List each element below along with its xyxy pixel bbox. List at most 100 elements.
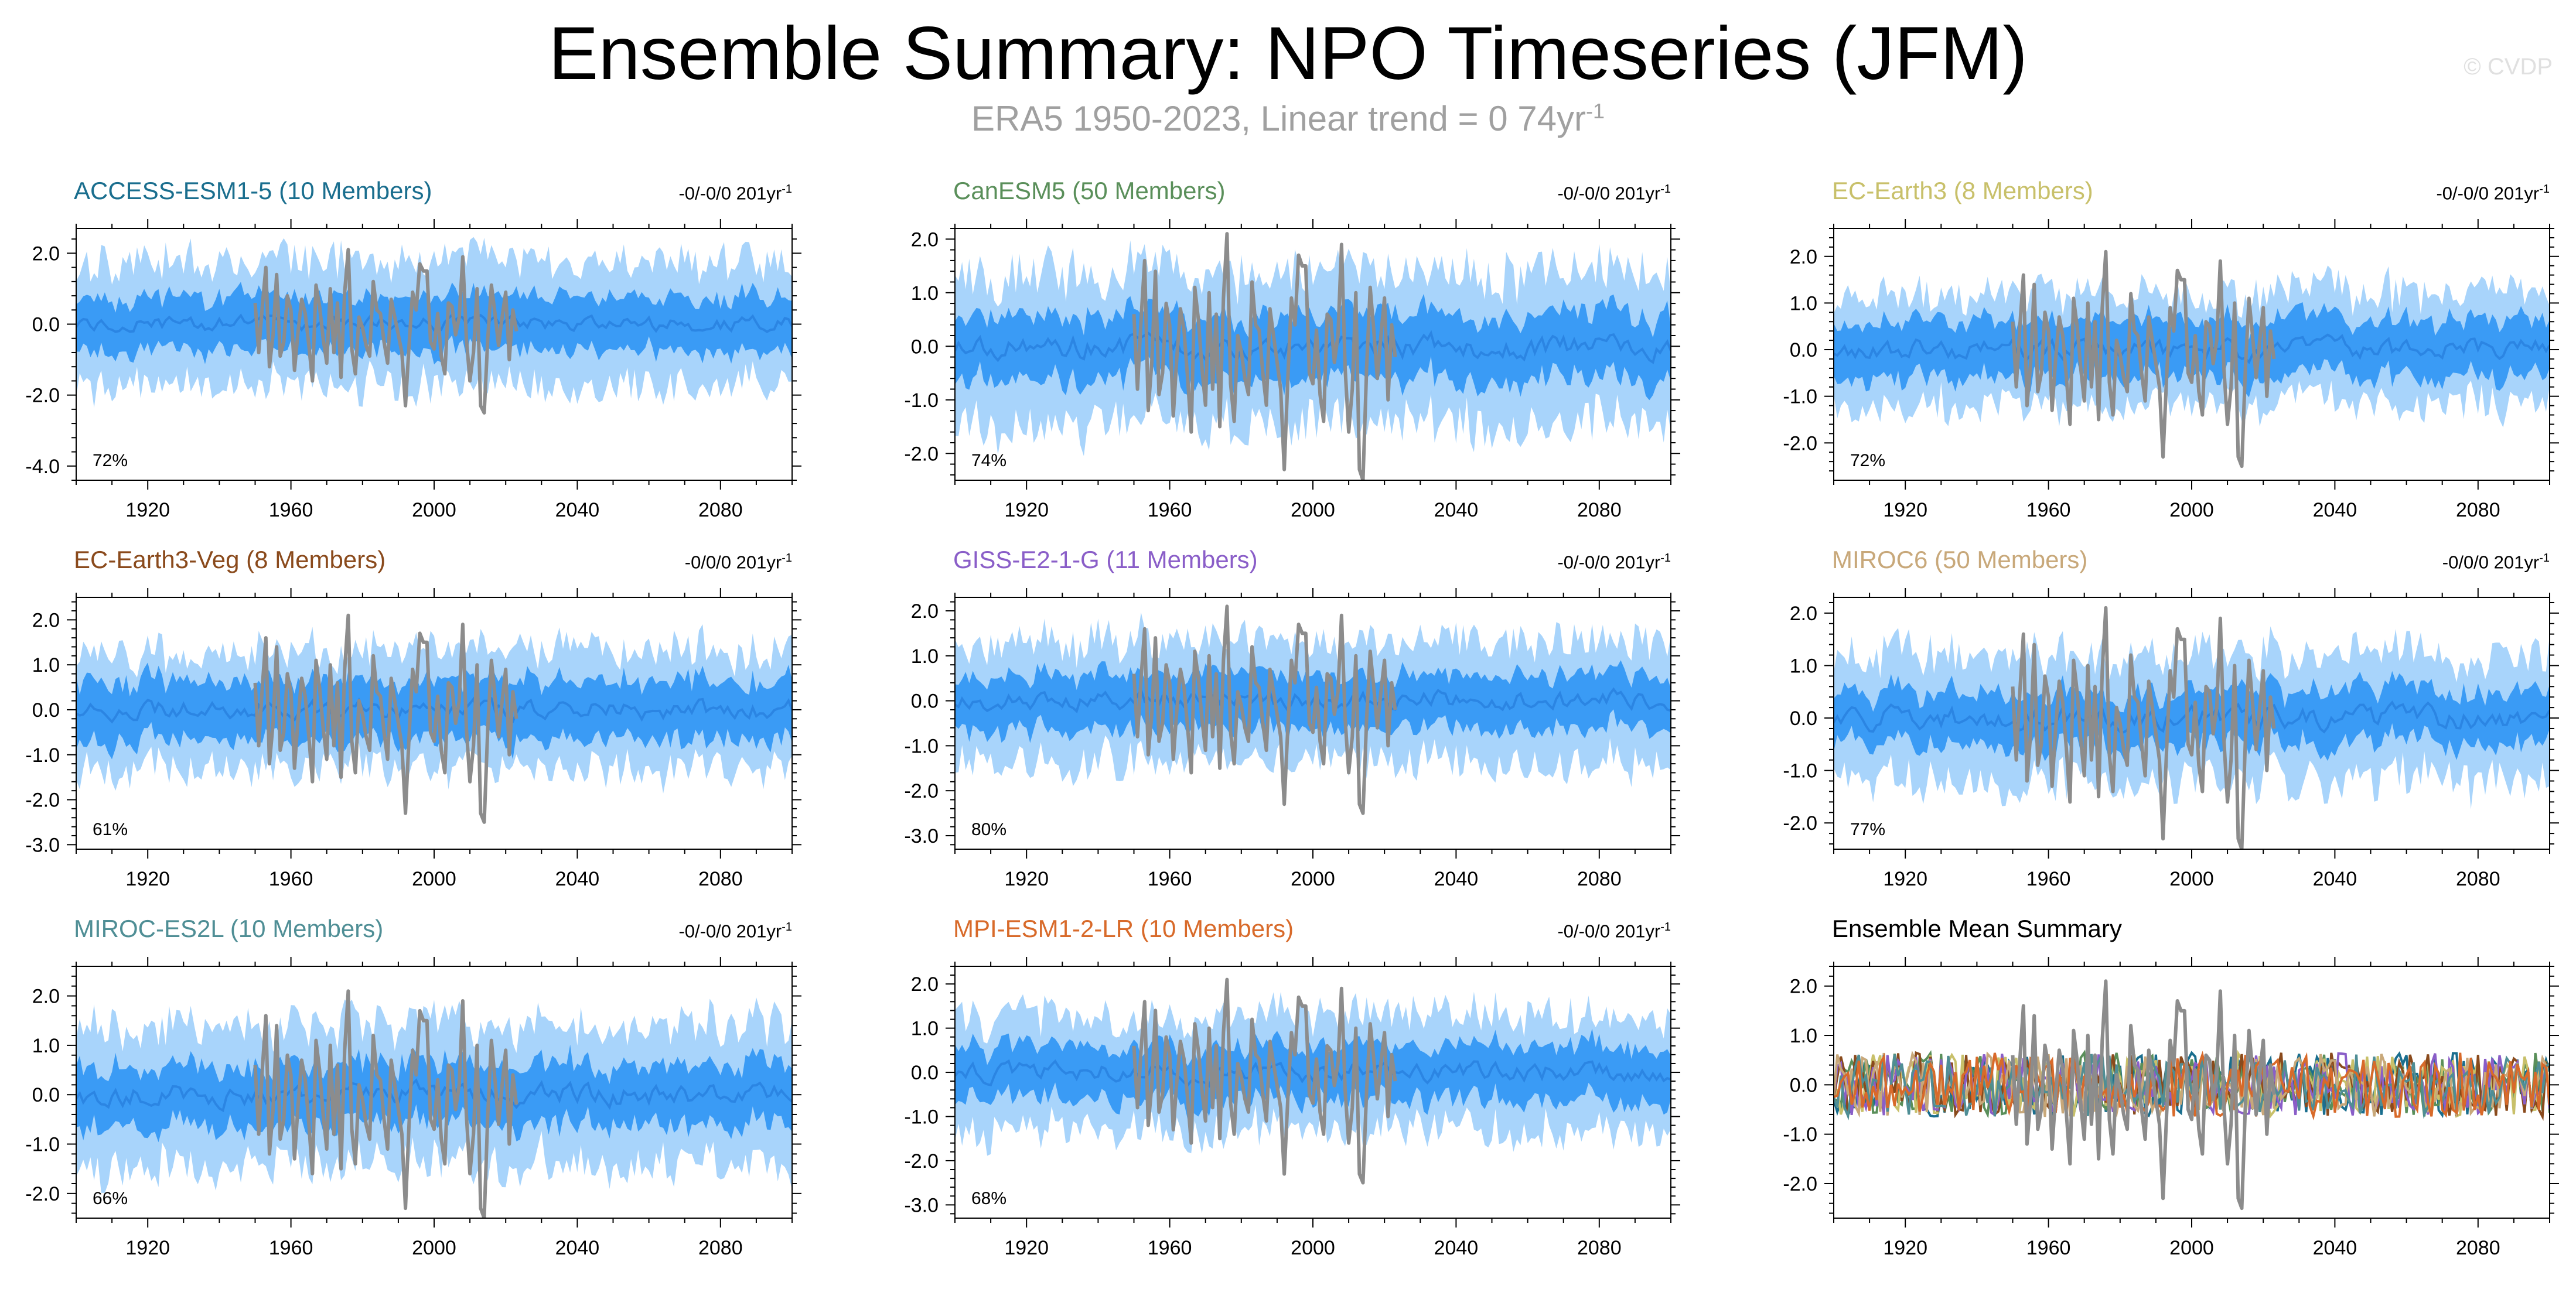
percent-label: 74% xyxy=(971,451,1006,470)
x-tick-label: 2080 xyxy=(1577,1237,1622,1259)
y-tick-label: 1.0 xyxy=(32,1035,60,1057)
x-tick-label: 2040 xyxy=(555,1237,600,1259)
panel-trend-label: -0/-0/0 201yr-1 xyxy=(558,921,792,942)
x-tick-label: 1960 xyxy=(1148,1237,1192,1259)
x-tick-label: 2040 xyxy=(1434,1237,1479,1259)
percent-label: 72% xyxy=(93,451,128,470)
y-tick-label: -1.0 xyxy=(904,735,939,757)
plot-area xyxy=(955,604,1671,815)
plot-area xyxy=(1834,606,2550,849)
percent-label: 80% xyxy=(971,820,1006,839)
y-tick-label: -3.0 xyxy=(904,825,939,847)
x-tick-label: 1920 xyxy=(125,1237,170,1259)
y-tick-label: 0.0 xyxy=(1790,707,1817,730)
y-tick-label: -1.0 xyxy=(25,1134,60,1156)
plot-area xyxy=(76,237,792,415)
percent-label: 61% xyxy=(93,820,128,839)
panel-title: EC-Earth3-Veg (8 Members) xyxy=(74,546,386,573)
panel-7: 1920 1960 2000 2040 2080 2.0 1.0 0.0 -1.0 -2.0 66% xyxy=(25,957,801,1259)
ensemble-mean-line xyxy=(76,1078,792,1112)
plot-area xyxy=(76,613,792,824)
ensemble-mean-line xyxy=(955,1059,1671,1088)
panel-trend-label: -0/0/0 201yr-1 xyxy=(558,552,792,573)
x-tick-label: 1960 xyxy=(1148,868,1192,890)
x-tick-label: 2040 xyxy=(1434,499,1479,521)
y-tick-label: -1.0 xyxy=(25,744,60,767)
x-tick-label: 2080 xyxy=(2456,499,2500,521)
trend-text: -0/-0/0 201yr xyxy=(1557,921,1661,942)
panel-8: 1920 1960 2000 2040 2080 2.0 1.0 0.0 -1.0 -2.0 -3.… xyxy=(904,957,1680,1259)
x-tick-label: 1960 xyxy=(269,868,313,890)
x-tick-label: 1960 xyxy=(269,1237,313,1259)
y-tick-label: -1.0 xyxy=(904,389,939,412)
x-tick-label: 2000 xyxy=(412,868,456,890)
x-tick-label: 1960 xyxy=(2026,868,2071,890)
plot-area xyxy=(955,977,1671,1185)
trend-exponent: -1 xyxy=(1660,552,1671,565)
panel-trend-label: -0/-0/0 201yr-1 xyxy=(1437,183,1671,204)
y-tick-label: -2.0 xyxy=(1783,812,1817,835)
panel-6: 1920 1960 2000 2040 2080 2.0 1.0 0.0 -1.0 -2.0 77% xyxy=(1783,588,2559,890)
x-tick-label: 1920 xyxy=(1004,868,1049,890)
x-tick-label: 2000 xyxy=(1291,868,1335,890)
figure-subtitle: ERA5 1950-2023, Linear trend = 0 74yr-1 xyxy=(0,98,2576,139)
panel-trend-label: -0/0/0 201yr-1 xyxy=(2315,552,2550,573)
panel-trend-label: -0/-0/0 201yr-1 xyxy=(2315,183,2550,204)
panel-title: MIROC-ES2L (10 Members) xyxy=(74,915,384,942)
observation-line xyxy=(1132,232,1397,480)
y-tick-label: 2.0 xyxy=(911,228,939,251)
y-tick-label: 0.0 xyxy=(1790,1074,1817,1096)
y-tick-label: 0.0 xyxy=(32,314,60,336)
observation-line xyxy=(2011,979,2276,1211)
panel-trend-label: -0/-0/0 201yr-1 xyxy=(1437,921,1671,942)
x-tick-label: 1960 xyxy=(2026,1237,2071,1259)
y-tick-label: 0.0 xyxy=(32,1084,60,1106)
x-tick-label: 2080 xyxy=(698,868,743,890)
y-tick-label: -2.0 xyxy=(1783,432,1817,454)
x-tick-label: 2040 xyxy=(1434,868,1479,890)
x-tick-label: 2080 xyxy=(2456,868,2500,890)
x-tick-label: 2080 xyxy=(1577,868,1622,890)
panel-title: EC-Earth3 (8 Members) xyxy=(1832,177,2093,204)
observation-line xyxy=(1132,604,1397,815)
observation-line xyxy=(1132,977,1397,1185)
ensemble-mean-line xyxy=(955,687,1671,714)
y-tick-label: 1.0 xyxy=(1790,292,1817,314)
y-tick-label: -3.0 xyxy=(25,834,60,856)
ensemble-mean-line xyxy=(1834,333,2550,364)
ensemble-mean-line xyxy=(76,696,792,724)
x-tick-label: 2000 xyxy=(1291,1237,1335,1259)
x-tick-label: 1920 xyxy=(1004,499,1049,521)
plot-area xyxy=(1834,979,2550,1211)
trend-text: -0/-0/0 201yr xyxy=(678,183,782,204)
x-tick-label: 2040 xyxy=(555,868,600,890)
y-tick-label: 2.0 xyxy=(32,242,60,265)
panel-4: 1920 1960 2000 2040 2080 2.0 1.0 0.0 -1.0 -2.0 -3.… xyxy=(25,588,801,890)
percent-label: 68% xyxy=(971,1189,1006,1208)
x-tick-label: 1960 xyxy=(1148,499,1192,521)
x-tick-label: 2000 xyxy=(1291,499,1335,521)
observation-line xyxy=(253,248,518,415)
x-tick-label: 2040 xyxy=(2313,868,2357,890)
y-tick-label: -2.0 xyxy=(904,780,939,802)
trend-exponent: -1 xyxy=(1660,183,1671,196)
x-tick-label: 1920 xyxy=(125,868,170,890)
inner-spread-band xyxy=(76,282,792,365)
x-tick-label: 2000 xyxy=(412,499,456,521)
panel-trend-label: -0/-0/0 201yr-1 xyxy=(1437,552,1671,573)
y-tick-label: -3.0 xyxy=(904,1194,939,1216)
trend-text: -0/-0/0 201yr xyxy=(678,921,782,942)
observation-line xyxy=(253,989,518,1218)
y-tick-label: 0.0 xyxy=(911,690,939,713)
x-tick-label: 2040 xyxy=(2313,499,2357,521)
x-tick-label: 1960 xyxy=(2026,499,2071,521)
panel-3: 1920 1960 2000 2040 2080 2.0 1.0 0.0 -1.0 -2.0 72% xyxy=(1783,219,2559,521)
y-tick-label: 1.0 xyxy=(911,645,939,668)
observation-line xyxy=(253,613,518,824)
plot-area xyxy=(76,989,792,1218)
y-tick-label: -2.0 xyxy=(904,443,939,465)
y-tick-label: -1.0 xyxy=(904,1106,939,1128)
x-tick-label: 1920 xyxy=(1883,1237,1927,1259)
y-tick-label: 2.0 xyxy=(1790,976,1817,998)
